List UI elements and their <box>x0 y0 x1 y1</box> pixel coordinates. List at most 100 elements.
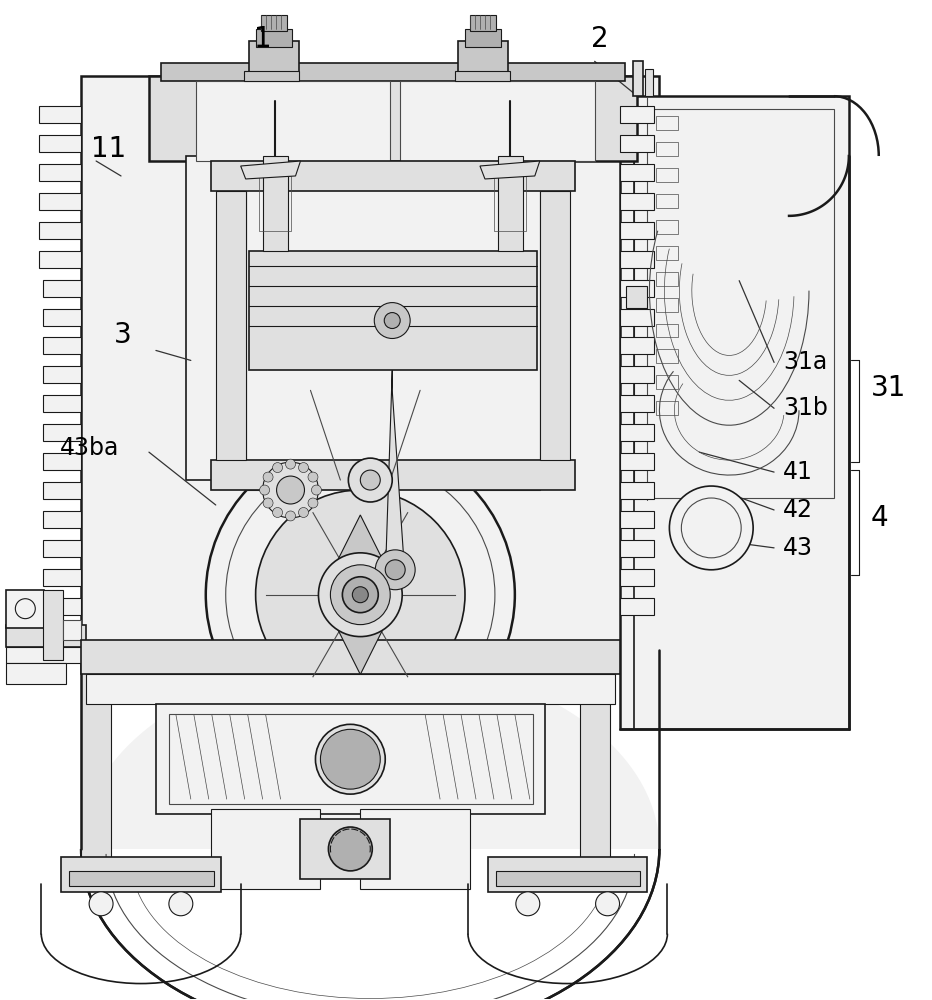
Text: 4: 4 <box>870 504 888 532</box>
Circle shape <box>669 486 753 570</box>
Bar <box>161 63 624 81</box>
Bar <box>261 15 286 31</box>
Bar <box>43 309 81 326</box>
Bar <box>86 674 614 704</box>
Bar <box>156 704 545 814</box>
Circle shape <box>263 472 273 482</box>
Circle shape <box>285 511 295 521</box>
Bar <box>620 222 654 239</box>
Text: 31: 31 <box>870 374 906 402</box>
Circle shape <box>361 470 380 490</box>
Bar <box>43 280 81 297</box>
Bar <box>470 15 496 31</box>
Bar <box>43 590 63 660</box>
Bar <box>39 222 81 239</box>
Bar <box>620 366 654 383</box>
Circle shape <box>315 724 385 794</box>
Bar <box>211 161 575 191</box>
Bar <box>498 156 523 251</box>
Circle shape <box>385 560 405 580</box>
Circle shape <box>384 313 400 329</box>
Circle shape <box>349 458 392 502</box>
Bar <box>620 569 654 586</box>
Bar <box>620 482 654 499</box>
Bar <box>39 164 81 181</box>
Bar <box>63 620 81 640</box>
Bar <box>620 424 654 441</box>
Bar <box>39 251 81 268</box>
Polygon shape <box>331 615 391 674</box>
Text: 41: 41 <box>783 460 813 484</box>
Bar <box>69 871 213 886</box>
Bar <box>185 156 391 480</box>
Bar <box>620 193 654 210</box>
Bar <box>211 460 575 490</box>
Circle shape <box>311 485 322 495</box>
Circle shape <box>308 472 318 482</box>
Bar <box>656 168 678 182</box>
Bar <box>243 71 298 81</box>
Bar <box>620 395 654 412</box>
Bar <box>634 61 643 96</box>
Bar <box>300 819 391 879</box>
Circle shape <box>206 440 514 749</box>
Circle shape <box>321 729 380 789</box>
Bar <box>7 663 66 684</box>
Bar <box>215 191 246 460</box>
Circle shape <box>89 892 113 916</box>
Bar <box>43 598 81 615</box>
Circle shape <box>331 565 391 625</box>
Bar <box>620 309 654 326</box>
Bar <box>39 193 81 210</box>
Bar <box>656 142 678 156</box>
Bar <box>43 482 81 499</box>
Bar <box>62 857 221 892</box>
Bar <box>81 640 620 674</box>
Bar <box>656 220 678 234</box>
Bar <box>620 511 654 528</box>
Bar <box>656 298 678 312</box>
Circle shape <box>226 460 495 729</box>
Bar <box>656 375 678 389</box>
Bar <box>540 191 569 460</box>
Circle shape <box>15 599 35 619</box>
Bar <box>249 41 298 81</box>
Bar <box>620 251 654 268</box>
Bar <box>656 116 678 130</box>
Bar <box>656 272 678 286</box>
Bar <box>258 176 291 231</box>
Text: 1: 1 <box>254 25 271 53</box>
Bar <box>43 569 81 586</box>
Bar <box>496 871 640 886</box>
Circle shape <box>263 498 273 508</box>
Polygon shape <box>385 370 405 580</box>
Circle shape <box>352 587 368 603</box>
Bar <box>43 511 81 528</box>
Bar <box>361 809 470 889</box>
Bar <box>7 625 86 647</box>
Circle shape <box>515 892 540 916</box>
Bar <box>620 337 654 354</box>
Bar <box>455 71 510 81</box>
Bar <box>620 96 849 729</box>
Bar <box>620 540 654 557</box>
Bar <box>580 650 610 869</box>
Bar <box>255 29 292 47</box>
Polygon shape <box>331 515 391 575</box>
Circle shape <box>375 303 410 338</box>
Circle shape <box>319 553 403 637</box>
Text: 43ba: 43ba <box>60 436 118 460</box>
Bar <box>43 453 81 470</box>
Bar <box>43 366 81 383</box>
Bar <box>625 286 648 308</box>
Text: 3: 3 <box>114 321 132 349</box>
Text: 31b: 31b <box>783 396 828 420</box>
Bar <box>211 809 321 889</box>
Circle shape <box>298 463 308 473</box>
Circle shape <box>376 550 415 590</box>
Bar <box>43 424 81 441</box>
Bar <box>656 194 678 208</box>
Bar <box>39 135 81 152</box>
Bar <box>43 540 81 557</box>
Text: 31a: 31a <box>783 350 828 374</box>
